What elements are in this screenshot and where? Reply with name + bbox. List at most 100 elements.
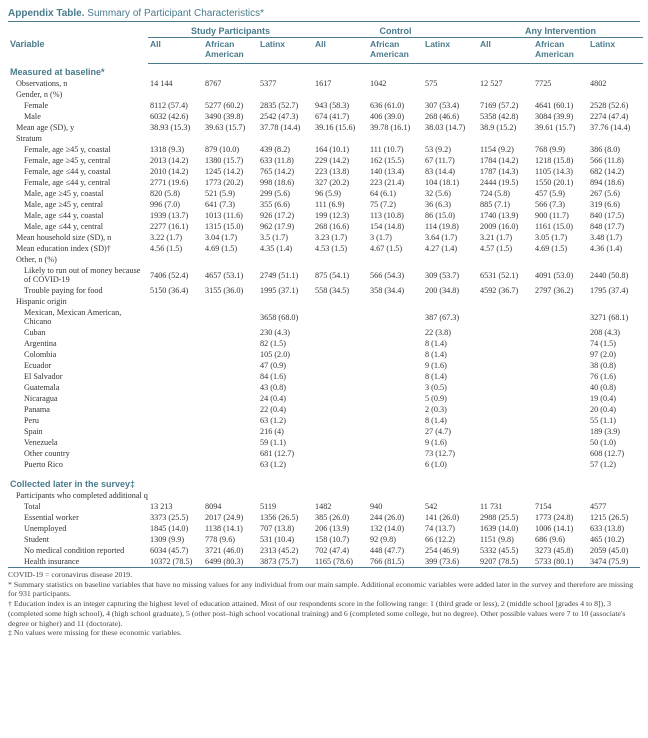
cell: 199 (12.3) bbox=[313, 210, 368, 221]
cell: 1165 (78.6) bbox=[313, 556, 368, 567]
cell: 1161 (15.0) bbox=[533, 221, 588, 232]
table-row: Health insurance10372 (78.5)6499 (80.3)3… bbox=[8, 556, 643, 567]
cell: 926 (17.2) bbox=[258, 210, 313, 221]
footnote-line: † Education index is an integer capturin… bbox=[8, 599, 640, 628]
cell bbox=[533, 360, 588, 371]
cell: 96 (5.9) bbox=[313, 188, 368, 199]
cell bbox=[313, 448, 368, 459]
cell: 3.05 (1.7) bbox=[533, 232, 588, 243]
cell bbox=[423, 254, 478, 265]
cell: 230 (4.3) bbox=[258, 327, 313, 338]
cell: 4.69 (1.5) bbox=[203, 243, 258, 254]
cell bbox=[368, 360, 423, 371]
cell bbox=[203, 133, 258, 144]
cell bbox=[148, 437, 203, 448]
cell: 11 731 bbox=[478, 501, 533, 512]
cell: 4.36 (1.4) bbox=[588, 243, 643, 254]
footnote-line: ‡ No values were missing for these econo… bbox=[8, 628, 640, 638]
cell: 307 (53.4) bbox=[423, 100, 478, 111]
cell bbox=[203, 415, 258, 426]
cell: 575 bbox=[423, 78, 478, 89]
row-label: No medical condition reported bbox=[8, 545, 148, 556]
table-row: Hispanic origin bbox=[8, 296, 643, 307]
row-label: Mean age (SD), y bbox=[8, 122, 148, 133]
cell bbox=[533, 448, 588, 459]
cell: 1773 (24.8) bbox=[533, 512, 588, 523]
row-label: Unemployed bbox=[8, 523, 148, 534]
cell: 189 (3.9) bbox=[588, 426, 643, 437]
cell: 113 (10.8) bbox=[368, 210, 423, 221]
cell: 37.78 (14.4) bbox=[258, 122, 313, 133]
cell: 3273 (45.8) bbox=[533, 545, 588, 556]
cell: 162 (15.5) bbox=[368, 155, 423, 166]
cell: 2797 (36.2) bbox=[533, 285, 588, 296]
cell: 3.23 (1.7) bbox=[313, 232, 368, 243]
cell: 1356 (26.5) bbox=[258, 512, 313, 523]
table-row: Other, n (%) bbox=[8, 254, 643, 265]
cell bbox=[148, 415, 203, 426]
cell: 521 (5.9) bbox=[203, 188, 258, 199]
cell: 111 (6.9) bbox=[313, 199, 368, 210]
cell: 5150 (36.4) bbox=[148, 285, 203, 296]
cell: 36 (6.3) bbox=[423, 199, 478, 210]
cell bbox=[148, 307, 203, 327]
cell: 840 (17.5) bbox=[588, 210, 643, 221]
cell bbox=[148, 426, 203, 437]
cell: 39.61 (15.7) bbox=[533, 122, 588, 133]
cell bbox=[203, 254, 258, 265]
cell bbox=[588, 89, 643, 100]
cell bbox=[478, 490, 533, 501]
cell: 875 (54.1) bbox=[313, 265, 368, 285]
cell: 566 (7.3) bbox=[533, 199, 588, 210]
cell bbox=[313, 437, 368, 448]
cell: 5377 bbox=[258, 78, 313, 89]
cell bbox=[533, 296, 588, 307]
cell bbox=[313, 360, 368, 371]
cell: 6531 (52.1) bbox=[478, 265, 533, 285]
cell: 50 (1.0) bbox=[588, 437, 643, 448]
cell: 111 (10.7) bbox=[368, 144, 423, 155]
cell: 3490 (39.8) bbox=[203, 111, 258, 122]
cell: 74 (13.7) bbox=[423, 523, 478, 534]
cell bbox=[478, 371, 533, 382]
cell: 6034 (45.7) bbox=[148, 545, 203, 556]
cell bbox=[313, 490, 368, 501]
cell bbox=[478, 459, 533, 470]
cell: 406 (39.0) bbox=[368, 111, 423, 122]
cell: 2835 (52.7) bbox=[258, 100, 313, 111]
cell: 8 (1.4) bbox=[423, 338, 478, 349]
cell: 1105 (14.3) bbox=[533, 166, 588, 177]
table-row: Male, age ≥45 y, central996 (7.0)641 (7.… bbox=[8, 199, 643, 210]
cell: 327 (20.2) bbox=[313, 177, 368, 188]
cell bbox=[478, 296, 533, 307]
table-row: Spain216 (4)27 (4.7)189 (3.9) bbox=[8, 426, 643, 437]
table-row: Other country681 (12.7)73 (12.7)608 (12.… bbox=[8, 448, 643, 459]
cell bbox=[203, 371, 258, 382]
cell: 32 (5.6) bbox=[423, 188, 478, 199]
cell: 943 (58.3) bbox=[313, 100, 368, 111]
cell bbox=[203, 307, 258, 327]
cell: 399 (73.6) bbox=[423, 556, 478, 567]
cell: 8094 bbox=[203, 501, 258, 512]
cell: 27 (4.7) bbox=[423, 426, 478, 437]
cell: 24 (0.4) bbox=[258, 393, 313, 404]
cell bbox=[258, 89, 313, 100]
cell bbox=[368, 89, 423, 100]
cell: 724 (5.8) bbox=[478, 188, 533, 199]
table-row: Female, age ≤44 y, central2771 (19.6)177… bbox=[8, 177, 643, 188]
cell: 5332 (45.5) bbox=[478, 545, 533, 556]
cell: 633 (11.8) bbox=[258, 155, 313, 166]
cell: 900 (11.7) bbox=[533, 210, 588, 221]
table-row: Venezuela59 (1.1)9 (1.6)50 (1.0) bbox=[8, 437, 643, 448]
cell: 8767 bbox=[203, 78, 258, 89]
cell: 2059 (45.0) bbox=[588, 545, 643, 556]
cell: 1151 (9.8) bbox=[478, 534, 533, 545]
cell bbox=[258, 254, 313, 265]
table-row: Ecuador47 (0.9)9 (1.6)38 (0.8) bbox=[8, 360, 643, 371]
cell bbox=[478, 360, 533, 371]
cell bbox=[588, 490, 643, 501]
cell bbox=[203, 338, 258, 349]
cell: 2988 (25.5) bbox=[478, 512, 533, 523]
cell: 4657 (53.1) bbox=[203, 265, 258, 285]
cell: 43 (0.8) bbox=[258, 382, 313, 393]
